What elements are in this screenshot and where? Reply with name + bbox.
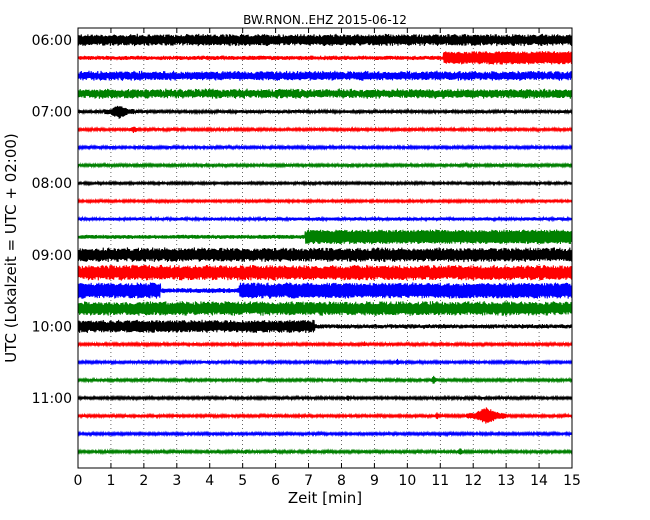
vertical-grid — [110, 28, 540, 468]
y-axis-label: UTC (Lokalzeit = UTC + 02:00) — [2, 133, 20, 363]
x-tick-label: 2 — [139, 473, 148, 489]
trace-line — [77, 215, 573, 223]
trace-group — [77, 33, 573, 456]
x-tick-label: 13 — [497, 473, 515, 489]
y-tick-label: 11:00 — [32, 391, 72, 407]
x-tick-label: 0 — [74, 473, 83, 489]
x-tick-label: 11 — [431, 473, 449, 489]
x-tick-label: 5 — [238, 473, 247, 489]
trace-line — [77, 301, 573, 316]
x-tick-label: 8 — [337, 473, 346, 489]
x-tick-label: 3 — [172, 473, 181, 489]
x-tick-label: 7 — [304, 473, 313, 489]
trace-line — [77, 33, 573, 47]
trace-line — [77, 88, 573, 99]
x-axis: 0 1 2 3 4 5 6 7 8 9 10 11 12 13 14 15 — [74, 28, 581, 489]
y-tick-label: 06:00 — [32, 33, 72, 49]
trace-line — [77, 161, 573, 169]
y-axis: 06:00 07:00 08:00 09:00 10:00 11:00 — [32, 33, 572, 407]
trace-line — [77, 375, 573, 384]
trace-line — [77, 229, 573, 245]
x-tick-label: 4 — [205, 473, 214, 489]
trace-line — [77, 264, 573, 281]
trace-line — [77, 143, 573, 151]
x-tick-label: 14 — [530, 473, 548, 489]
trace-line — [77, 51, 573, 65]
y-tick-label: 10:00 — [32, 319, 72, 335]
trace-line — [77, 407, 573, 424]
trace-line — [77, 448, 573, 456]
x-tick-label: 9 — [370, 473, 379, 489]
plot-frame — [77, 27, 573, 469]
trace-line — [77, 282, 573, 299]
y-tick-label: 09:00 — [32, 248, 72, 264]
trace-line — [77, 125, 573, 134]
trace-line — [77, 430, 573, 438]
y-tick-label: 07:00 — [32, 105, 72, 121]
y-tick-label: 08:00 — [32, 176, 72, 192]
trace-line — [77, 247, 573, 263]
x-tick-label: 1 — [106, 473, 115, 489]
x-tick-label: 6 — [271, 473, 280, 489]
trace-line — [77, 105, 573, 119]
x-tick-label: 12 — [464, 473, 482, 489]
x-tick-label: 10 — [398, 473, 416, 489]
trace-line — [77, 340, 573, 348]
trace-line — [77, 70, 573, 81]
trace-line — [77, 319, 573, 334]
x-axis-label: Zeit [min] — [288, 489, 362, 507]
trace-line — [77, 197, 573, 205]
trace-line — [77, 179, 573, 187]
trace-line — [77, 394, 573, 402]
trace-line — [77, 358, 573, 366]
chart-title: BW.RNON..EHZ 2015-06-12 — [243, 13, 407, 27]
x-tick-label: 15 — [563, 473, 581, 489]
